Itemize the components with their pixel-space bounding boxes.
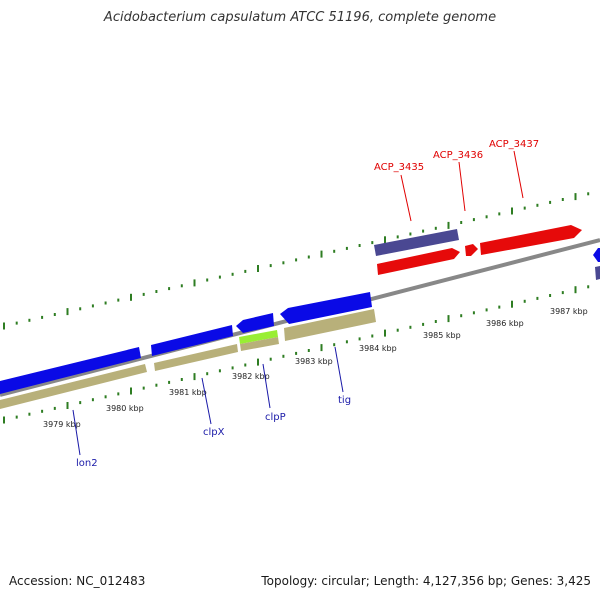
rna-gene-near-clpP[interactable] — [239, 330, 278, 344]
leader-lon2 — [72, 409, 81, 456]
gene-ACP_3437[interactable] — [480, 225, 582, 255]
upper-tick-track — [3, 192, 590, 330]
gene-clpX[interactable] — [151, 325, 233, 356]
leader-ACP_3437 — [513, 150, 524, 199]
map-title: Acidobacterium capsulatum ATCC 51196, co… — [103, 10, 497, 25]
leader-ACP_3435 — [400, 174, 412, 222]
gene-label-lon2[interactable]: lon2 — [76, 458, 98, 469]
accession-text: Accession: NC_012483 — [9, 574, 146, 588]
gene-ACP_3435[interactable] — [377, 248, 460, 275]
gene-label-ACP_3436[interactable]: ACP_3436 — [433, 150, 483, 161]
gene-lon2-shadow — [0, 364, 147, 409]
gene-label-ACP_3437[interactable]: ACP_3437 — [489, 139, 539, 150]
gene-ACP_3436[interactable] — [465, 244, 478, 256]
scale-label-3979: 3979 kbp — [43, 420, 81, 429]
scale-label-3983: 3983 kbp — [295, 357, 333, 366]
gene-partial-forward[interactable] — [593, 248, 600, 262]
scale-label-3986: 3986 kbp — [486, 319, 524, 328]
leader-clpX — [201, 377, 212, 425]
gene-tig-shadow — [284, 309, 376, 341]
gene-tig[interactable] — [280, 292, 372, 324]
gene-clpP[interactable] — [236, 313, 274, 333]
scale-label-3982: 3982 kbp — [232, 372, 270, 381]
gene-label-clpP[interactable]: clpP — [265, 412, 286, 423]
gene-clpP-shadow — [240, 337, 279, 351]
scale-label-3980: 3980 kbp — [106, 404, 144, 413]
leader-ACP_3436 — [458, 161, 466, 212]
leader-tig — [334, 346, 344, 393]
scale-label-3987: 3987 kbp — [550, 307, 588, 316]
topology-text: Topology: circular; Length: 4,127,356 bp… — [261, 574, 591, 588]
leader-clpP — [262, 363, 271, 409]
scale-label-3981: 3981 kbp — [169, 388, 207, 397]
scale-label-3984: 3984 kbp — [359, 344, 397, 353]
gene-partial-highlight[interactable] — [595, 266, 600, 280]
gene-ACP_3435-highlight[interactable] — [374, 229, 459, 256]
scale-label-3985: 3985 kbp — [423, 331, 461, 340]
gene-label-clpX[interactable]: clpX — [203, 427, 225, 438]
lower-tick-track — [3, 285, 590, 424]
gene-clpX-shadow — [154, 344, 238, 371]
gene-label-ACP_3435[interactable]: ACP_3435 — [374, 162, 424, 173]
gene-label-tig[interactable]: tig — [338, 395, 351, 406]
gene-lon2[interactable] — [0, 347, 141, 394]
